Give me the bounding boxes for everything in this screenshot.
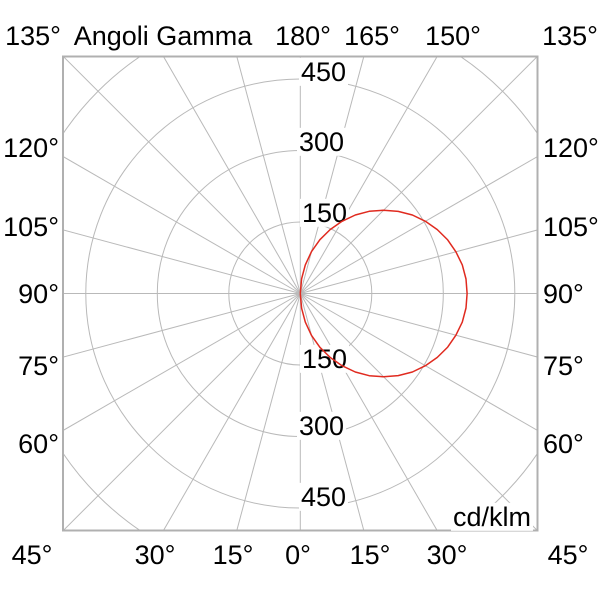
ring-value-label: 450 <box>299 56 349 87</box>
intensity-curve <box>299 209 468 378</box>
gamma-angle-label-top: 135° <box>5 20 61 51</box>
gamma-angle-label-bottom: 30° <box>134 539 176 570</box>
ring-value-label: 300 <box>297 410 347 441</box>
gamma-angle-label-top: 150° <box>425 20 481 51</box>
radial-unit-label: cd/klm <box>450 501 533 532</box>
gamma-angle-label-top: 135° <box>542 20 598 51</box>
gamma-angle-label-right: 120° <box>543 132 599 163</box>
gamma-angle-label-left: 120° <box>3 132 59 163</box>
gamma-angle-label-right: 75° <box>543 350 584 381</box>
gamma-angle-label-top: 180° <box>275 20 331 51</box>
gamma-angle-label-left: 105° <box>3 211 59 242</box>
gamma-angle-label-right: 90° <box>543 278 584 309</box>
gamma-angle-label-bottom: 45° <box>547 539 589 570</box>
gamma-angle-label-right: 60° <box>543 428 584 459</box>
ring-value-label: 450 <box>299 481 349 512</box>
gamma-angle-label-bottom: 15° <box>349 539 391 570</box>
gamma-angle-label-bottom: 30° <box>426 539 468 570</box>
gamma-angle-label-left: 90° <box>18 278 59 309</box>
gamma-angle-label-bottom: 45° <box>11 539 53 570</box>
ring-value-label: 300 <box>297 126 347 157</box>
gamma-angle-label-top: 165° <box>344 20 400 51</box>
ring-value-label: 150 <box>300 343 350 374</box>
chart-title: Angoli Gamma <box>73 20 253 51</box>
gamma-angle-label-left: 75° <box>18 350 59 381</box>
gamma-angle-label-left: 60° <box>18 428 59 459</box>
gamma-angle-label-right: 105° <box>543 211 599 242</box>
plot-border <box>62 55 539 532</box>
gamma-angle-label-bottom: 0° <box>285 539 311 570</box>
gamma-angle-label-bottom: 15° <box>212 539 254 570</box>
